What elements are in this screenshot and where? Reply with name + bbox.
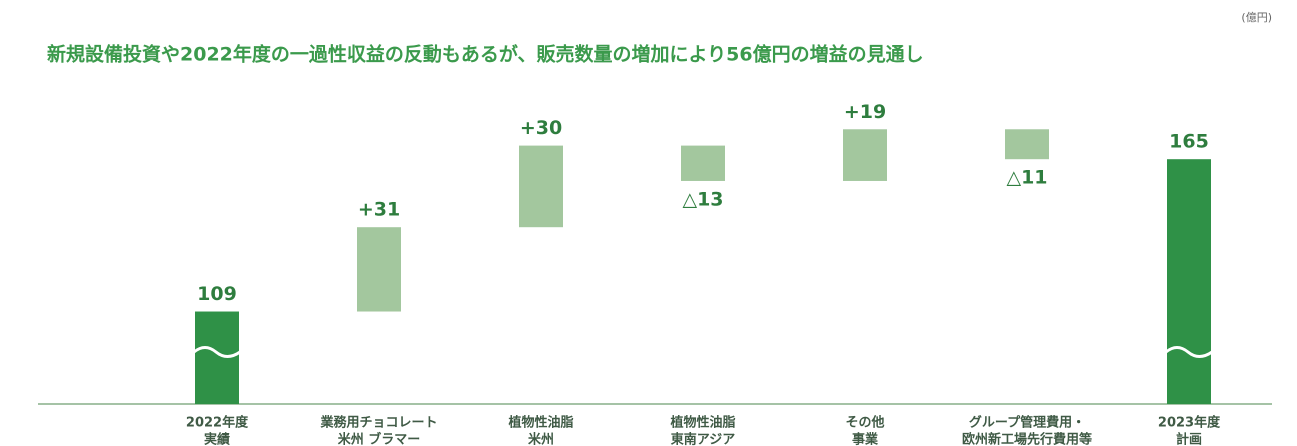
- value-label: 165: [1169, 131, 1209, 153]
- x-tick-label: 2022年度: [186, 415, 249, 431]
- bar: [195, 311, 239, 404]
- value-label: △11: [1006, 167, 1047, 189]
- x-tick-label: グループ管理費用・: [969, 415, 1085, 431]
- x-tick-label: 米州: [528, 432, 554, 446]
- x-tick-label: 東南アジア: [671, 432, 735, 446]
- x-tick-label: 植物性油脂: [507, 415, 573, 431]
- bar: [519, 145, 563, 228]
- x-tick-label: 2023年度: [1158, 415, 1221, 431]
- value-label: +30: [520, 117, 562, 139]
- bar: [681, 145, 725, 181]
- unit-label: (億円): [1241, 11, 1272, 24]
- bar: [1167, 159, 1211, 404]
- bar: [1005, 129, 1049, 160]
- chart-title: 新規設備投資や2022年度の一過性収益の反動もあるが、販売数量の増加により56億…: [47, 43, 924, 66]
- value-label: 109: [197, 283, 237, 305]
- x-tick-label: 米州 ブラマー: [338, 432, 421, 446]
- value-label: +19: [844, 101, 886, 123]
- value-label: △13: [682, 188, 723, 210]
- x-tick-label: 事業: [852, 432, 879, 446]
- x-tick-label: その他: [845, 415, 884, 431]
- bar: [843, 129, 887, 181]
- x-tick-label: 実績: [204, 432, 230, 446]
- value-label: +31: [358, 199, 400, 221]
- x-tick-label: 植物性油脂: [669, 415, 735, 431]
- bar: [357, 227, 401, 312]
- axis-break: [1165, 346, 1213, 358]
- axis-break: [193, 346, 241, 358]
- x-tick-label: 計画: [1176, 432, 1202, 446]
- x-tick-label: 欧州新工場先行費用等: [962, 432, 1092, 446]
- x-tick-label: 業務用チョコレート: [319, 415, 437, 431]
